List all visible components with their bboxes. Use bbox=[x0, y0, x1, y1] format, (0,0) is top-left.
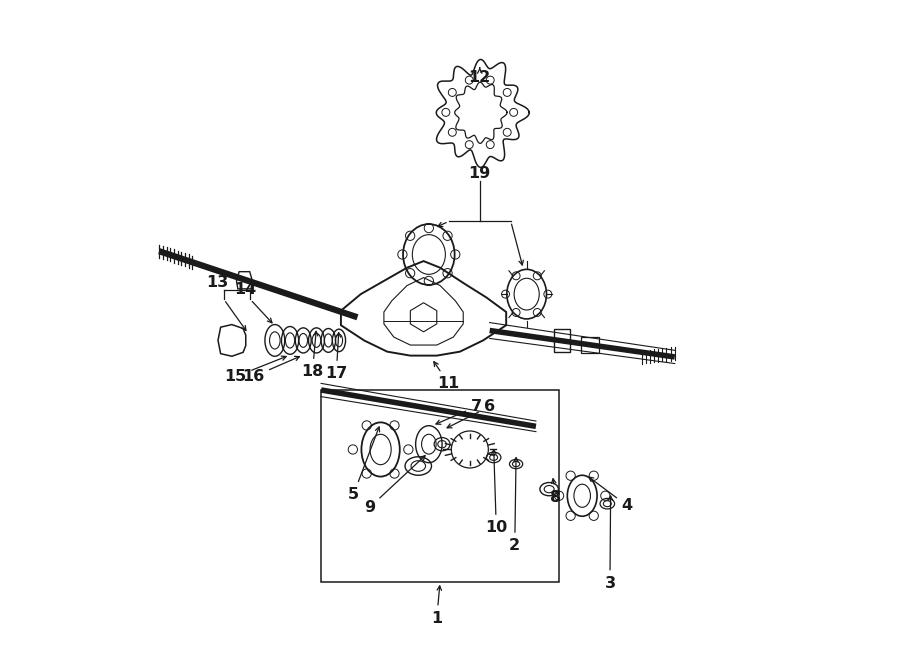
Bar bbox=[321, 390, 559, 582]
Text: 6: 6 bbox=[447, 399, 495, 428]
Text: 7: 7 bbox=[436, 399, 482, 424]
Text: 17: 17 bbox=[325, 332, 347, 381]
Text: 3: 3 bbox=[605, 496, 616, 590]
Text: 12: 12 bbox=[469, 67, 491, 85]
Text: 2: 2 bbox=[509, 457, 520, 553]
Text: 16: 16 bbox=[242, 356, 300, 384]
Text: 1: 1 bbox=[431, 586, 442, 625]
Text: 8: 8 bbox=[550, 479, 562, 504]
Text: 11: 11 bbox=[434, 362, 460, 391]
Text: 15: 15 bbox=[224, 356, 286, 384]
Text: 4: 4 bbox=[589, 477, 633, 513]
Text: 5: 5 bbox=[348, 427, 380, 502]
Bar bbox=[580, 336, 599, 352]
Bar bbox=[554, 329, 571, 352]
Text: 13: 13 bbox=[206, 276, 229, 290]
Text: 14: 14 bbox=[234, 282, 256, 297]
Text: 10: 10 bbox=[485, 449, 508, 535]
Text: 18: 18 bbox=[302, 331, 324, 379]
Text: 19: 19 bbox=[469, 166, 491, 180]
Text: 9: 9 bbox=[364, 455, 425, 515]
